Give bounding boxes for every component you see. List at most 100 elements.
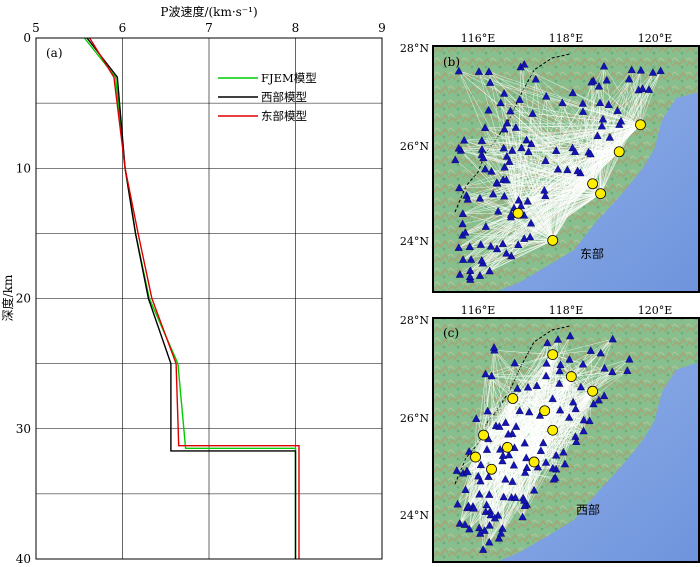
ray-path bbox=[552, 70, 642, 241]
station-marker bbox=[563, 165, 572, 174]
station-marker bbox=[476, 460, 485, 469]
legend-label: 东部模型 bbox=[261, 109, 307, 123]
station-marker bbox=[501, 474, 510, 483]
lat-tick: 26°N bbox=[400, 412, 429, 425]
ray-path bbox=[464, 140, 601, 194]
ray-path bbox=[458, 70, 593, 184]
station-marker bbox=[460, 520, 470, 528]
lat-tick: 26°N bbox=[400, 140, 429, 153]
ray-path bbox=[482, 240, 553, 264]
station-marker bbox=[496, 445, 505, 453]
ray-path bbox=[533, 375, 547, 462]
station-marker bbox=[523, 196, 532, 205]
ray-path bbox=[533, 400, 599, 463]
events bbox=[512, 119, 646, 246]
station-marker bbox=[498, 239, 507, 248]
station-marker bbox=[454, 243, 463, 251]
station-marker bbox=[555, 405, 565, 414]
ray-path bbox=[491, 354, 553, 377]
station-marker bbox=[597, 121, 606, 130]
station-marker bbox=[552, 450, 561, 459]
ray-path bbox=[484, 127, 553, 241]
ray-path bbox=[517, 121, 622, 214]
ray-path bbox=[554, 391, 593, 478]
station-marker bbox=[476, 240, 485, 248]
station-marker bbox=[487, 166, 496, 175]
panel-label-b: (b) bbox=[443, 55, 460, 69]
event-marker bbox=[547, 349, 559, 361]
ray-path bbox=[600, 66, 605, 194]
ray-path bbox=[572, 92, 641, 125]
ray-path bbox=[640, 88, 643, 125]
station-marker bbox=[576, 382, 586, 391]
station-marker bbox=[598, 114, 608, 123]
station-marker bbox=[477, 256, 486, 264]
ray-path bbox=[462, 235, 553, 241]
ray-path bbox=[485, 373, 553, 431]
event-marker bbox=[547, 234, 559, 246]
station-marker bbox=[558, 98, 567, 107]
station-marker bbox=[485, 537, 494, 546]
station-marker bbox=[472, 414, 481, 422]
station-marker bbox=[559, 447, 568, 456]
station-marker bbox=[520, 496, 529, 504]
station-marker bbox=[465, 242, 474, 250]
station-marker bbox=[540, 185, 549, 194]
series-line bbox=[86, 37, 297, 559]
station-marker bbox=[511, 422, 521, 430]
ray-path bbox=[475, 456, 490, 495]
station-marker bbox=[600, 391, 609, 400]
station-marker bbox=[656, 66, 665, 75]
event-marker bbox=[512, 207, 524, 219]
ray-path bbox=[489, 469, 492, 543]
ray-path bbox=[552, 66, 605, 241]
ray-path bbox=[496, 124, 641, 183]
station-marker bbox=[553, 164, 563, 173]
ray-path bbox=[506, 179, 553, 241]
ray-path bbox=[458, 240, 553, 248]
ray-path bbox=[485, 168, 601, 194]
station-marker bbox=[578, 359, 588, 368]
ray-path bbox=[533, 385, 538, 462]
ray-path bbox=[491, 469, 525, 501]
station-marker bbox=[508, 146, 517, 154]
stations bbox=[452, 331, 634, 553]
station-marker bbox=[568, 88, 577, 97]
ray-path bbox=[552, 79, 630, 241]
station-marker bbox=[481, 164, 490, 173]
station-marker bbox=[495, 422, 504, 430]
station-marker bbox=[482, 445, 492, 453]
station-marker bbox=[522, 453, 531, 462]
station-marker bbox=[556, 360, 565, 369]
ray-path bbox=[546, 96, 601, 194]
station-marker bbox=[479, 545, 488, 553]
station-marker bbox=[644, 85, 654, 93]
station-marker bbox=[474, 471, 483, 480]
station-marker bbox=[484, 67, 494, 76]
station-marker bbox=[627, 65, 636, 74]
ray-path bbox=[487, 354, 553, 412]
event-marker bbox=[565, 371, 577, 382]
station-marker bbox=[485, 521, 494, 529]
ray-path bbox=[552, 88, 643, 241]
ray-path bbox=[491, 408, 576, 470]
lon-tick: 116°E bbox=[461, 304, 496, 317]
ray-path bbox=[510, 214, 553, 241]
ray-path bbox=[475, 418, 477, 458]
station-marker bbox=[484, 472, 493, 480]
ray-path bbox=[458, 71, 519, 214]
station-marker bbox=[492, 244, 502, 253]
station-marker bbox=[510, 358, 519, 367]
series-line bbox=[89, 37, 300, 559]
ray-path bbox=[522, 461, 535, 499]
station-marker bbox=[458, 255, 468, 263]
station-marker bbox=[541, 156, 550, 164]
ray-path bbox=[463, 240, 553, 260]
station-marker bbox=[500, 124, 509, 133]
station-marker bbox=[452, 466, 461, 474]
station-marker bbox=[458, 209, 467, 217]
ray-path bbox=[517, 88, 643, 214]
station-marker bbox=[499, 492, 508, 501]
station-marker bbox=[502, 175, 511, 184]
axis-ticks: 5 6 7 8 9 0 10 20 30 40 bbox=[16, 21, 386, 566]
